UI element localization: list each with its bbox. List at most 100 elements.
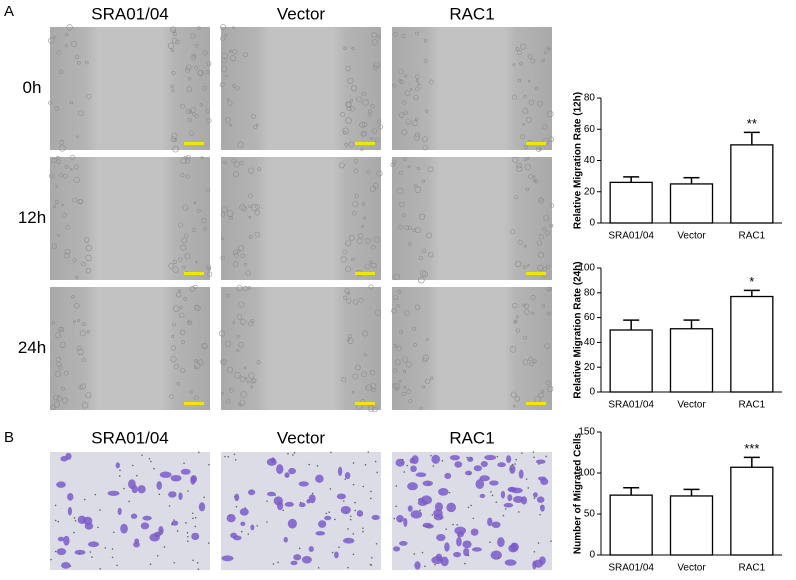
pore bbox=[489, 541, 491, 543]
pore bbox=[424, 565, 426, 568]
cell-texture bbox=[512, 302, 518, 309]
cell-texture bbox=[367, 112, 372, 117]
cell-texture bbox=[512, 156, 519, 164]
cell-texture bbox=[545, 380, 551, 386]
cell-texture bbox=[232, 261, 239, 267]
cell-texture bbox=[61, 203, 64, 207]
stained-cell bbox=[487, 517, 493, 527]
cell-texture bbox=[522, 265, 527, 269]
cell-texture bbox=[397, 290, 402, 294]
stained-cell bbox=[276, 464, 284, 475]
pore bbox=[338, 546, 340, 549]
cell-texture bbox=[226, 366, 234, 373]
cell-texture bbox=[224, 340, 232, 347]
stained-cell bbox=[533, 559, 544, 568]
cell-texture bbox=[64, 248, 71, 255]
stained-cell bbox=[371, 514, 380, 521]
stained-cell bbox=[342, 537, 355, 544]
stained-cell bbox=[83, 516, 93, 526]
significance: *** bbox=[744, 441, 759, 456]
pore bbox=[208, 463, 210, 466]
cell-texture bbox=[514, 396, 521, 402]
pore bbox=[78, 552, 81, 555]
pore bbox=[196, 561, 199, 564]
x-tick-label: SRA01/04 bbox=[608, 231, 654, 242]
cell-texture bbox=[180, 367, 186, 374]
pore bbox=[490, 491, 492, 493]
cell-texture bbox=[180, 244, 187, 251]
cell-texture bbox=[526, 116, 532, 123]
cell-texture bbox=[418, 255, 424, 261]
pore bbox=[277, 561, 279, 564]
pore bbox=[495, 501, 498, 504]
cell-texture bbox=[373, 61, 380, 68]
cell-texture bbox=[366, 170, 371, 175]
cell-texture bbox=[350, 98, 354, 102]
cell-texture bbox=[220, 35, 226, 42]
x-tick-label: SRA01/04 bbox=[608, 400, 654, 411]
cell-texture bbox=[190, 54, 196, 61]
cell-texture bbox=[186, 320, 193, 326]
cell-texture bbox=[534, 179, 539, 184]
bar bbox=[669, 183, 714, 224]
y-axis-title: Number of Migrated Cells bbox=[573, 433, 584, 555]
cell-texture bbox=[374, 137, 380, 143]
cell-texture bbox=[86, 93, 92, 100]
cell-texture bbox=[363, 216, 366, 220]
cell-texture bbox=[187, 118, 192, 123]
cell-texture bbox=[221, 57, 227, 64]
column-header: SRA01/04 bbox=[91, 428, 169, 447]
cell-texture bbox=[236, 249, 241, 253]
pore bbox=[186, 531, 189, 534]
stained-cell bbox=[503, 502, 514, 508]
cell-texture bbox=[403, 110, 408, 115]
cell-texture bbox=[55, 332, 62, 339]
cell-texture bbox=[527, 54, 533, 59]
cell-texture bbox=[220, 237, 224, 241]
cell-texture bbox=[419, 406, 423, 410]
cell-texture bbox=[250, 385, 253, 389]
stained-cell bbox=[283, 536, 288, 543]
cell-texture bbox=[196, 208, 201, 213]
cell-texture bbox=[527, 79, 531, 83]
pore bbox=[362, 530, 364, 533]
cell-texture bbox=[51, 158, 57, 164]
cell-texture bbox=[527, 264, 530, 268]
cell-texture bbox=[240, 391, 247, 398]
cell-texture bbox=[63, 370, 69, 376]
stained-cell bbox=[462, 540, 472, 549]
bar bbox=[669, 495, 714, 556]
pore bbox=[194, 525, 197, 528]
cell-texture bbox=[361, 91, 366, 97]
cell-texture bbox=[548, 136, 554, 143]
pore bbox=[118, 475, 121, 477]
cell-texture bbox=[413, 134, 421, 141]
stained-cell bbox=[239, 508, 249, 516]
stained-cell bbox=[438, 488, 449, 496]
cell-texture bbox=[536, 147, 541, 152]
cell-texture bbox=[512, 63, 516, 67]
pore bbox=[150, 460, 152, 463]
pore bbox=[104, 547, 107, 549]
pore bbox=[369, 563, 372, 566]
pore bbox=[525, 478, 528, 480]
stained-cell bbox=[301, 555, 312, 564]
pore bbox=[550, 540, 552, 542]
cell-texture bbox=[353, 159, 358, 164]
cell-texture bbox=[69, 168, 73, 171]
cell-texture bbox=[543, 214, 550, 221]
stained-cell bbox=[520, 496, 528, 505]
cell-texture bbox=[371, 39, 379, 46]
cell-texture bbox=[48, 37, 55, 44]
cell-texture bbox=[345, 266, 352, 273]
stained-cell bbox=[497, 462, 506, 468]
cell-texture bbox=[403, 385, 407, 389]
cell-texture bbox=[236, 285, 243, 292]
cell-texture bbox=[515, 315, 520, 319]
pore bbox=[521, 452, 523, 454]
cell-texture bbox=[364, 353, 368, 357]
cell-texture bbox=[393, 368, 398, 373]
cell-texture bbox=[233, 161, 240, 168]
micrograph bbox=[392, 287, 552, 410]
cell-texture bbox=[371, 32, 377, 38]
